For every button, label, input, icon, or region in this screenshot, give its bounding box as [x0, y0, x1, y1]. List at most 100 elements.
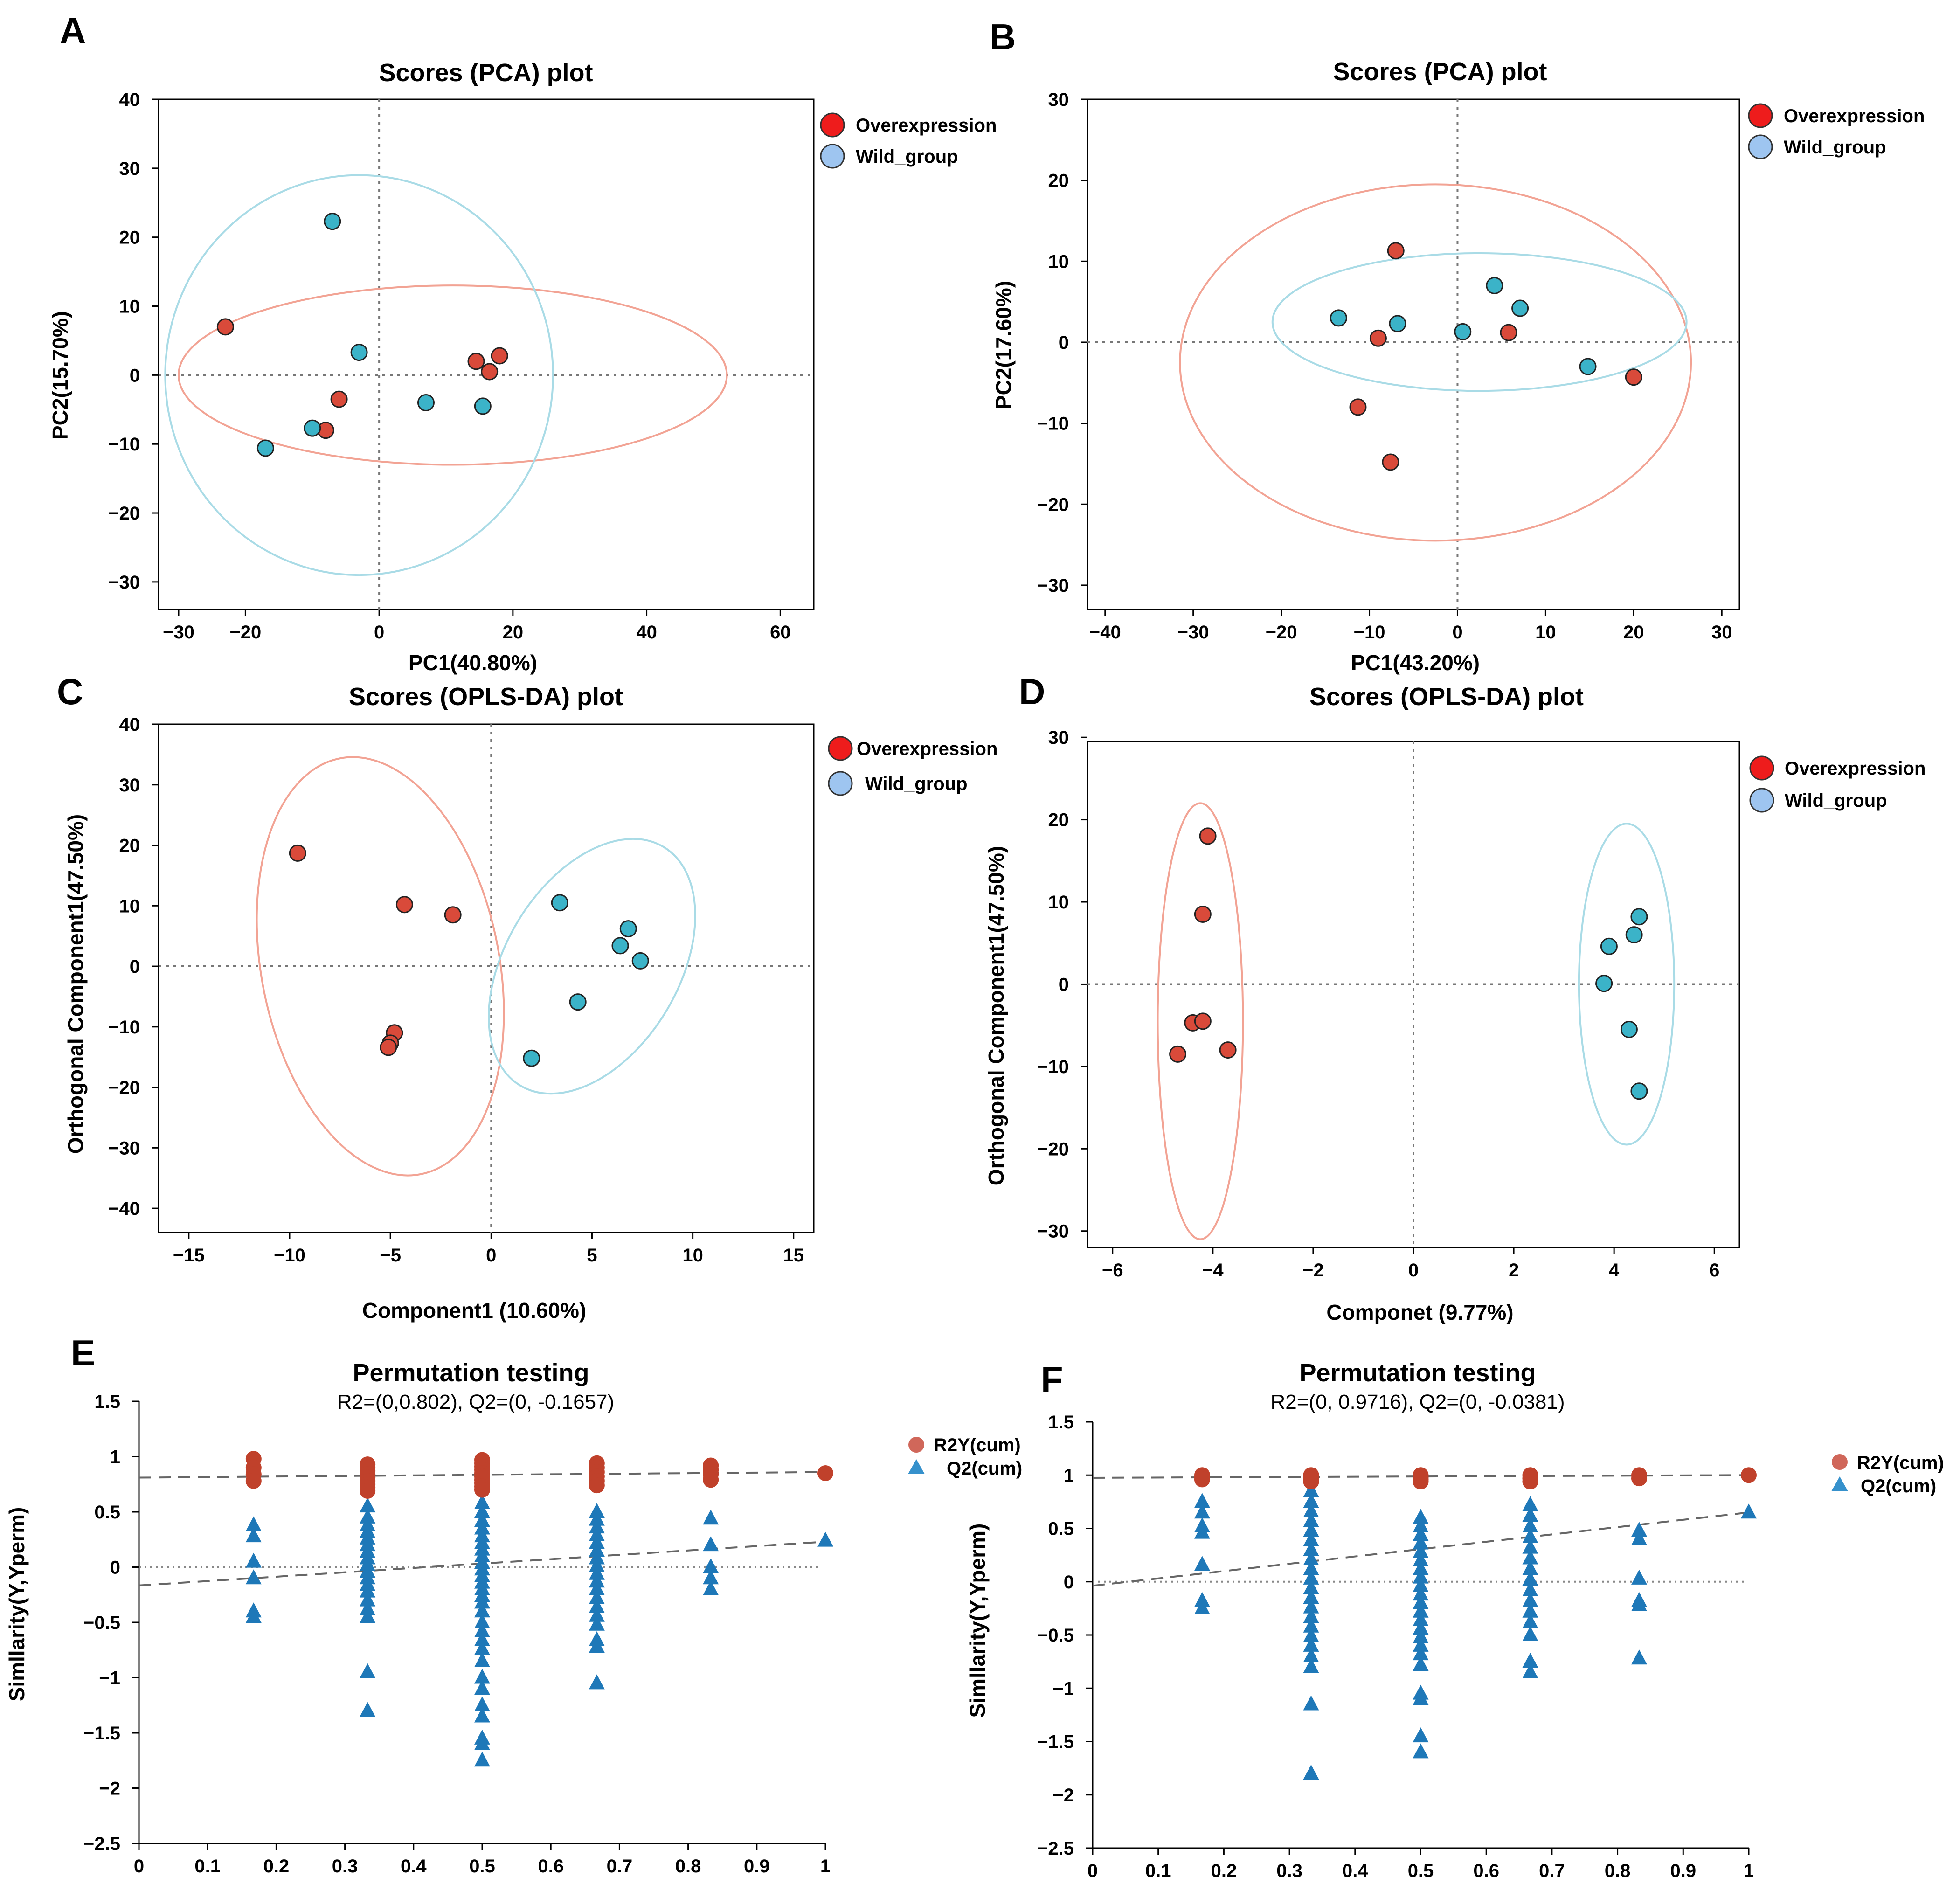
- legend-label-overexpression: Overexpression: [1784, 106, 1925, 126]
- panel-e-x-tick-label: 0.1: [194, 1856, 221, 1877]
- legend-label-r2y: R2Y(cum): [1857, 1453, 1944, 1473]
- panel-d-legend: Overexpression Wild_group: [1749, 755, 1925, 813]
- panel-d-x-tick-label: 2: [1509, 1260, 1519, 1281]
- panel-e-x-tick-label: 0.4: [401, 1856, 427, 1877]
- panel-c-point-overexpression: [444, 906, 462, 924]
- panel-e-q2-point: [703, 1569, 719, 1585]
- panel-f-q2-point: [1194, 1556, 1210, 1571]
- panel-e-y-tick-label: 1: [110, 1447, 120, 1468]
- panel-a-point-wild-group: [474, 397, 492, 415]
- panel-e-y-tick-label: 0.5: [94, 1502, 120, 1523]
- panel-f-q2-point: [1413, 1645, 1429, 1661]
- panel-d-x-tick-label: 0: [1408, 1260, 1419, 1281]
- panel-f-q2-point: [1413, 1568, 1429, 1584]
- panel-e-q2-point: [703, 1558, 719, 1573]
- panel-f-x-tick-label: 0.1: [1145, 1861, 1171, 1881]
- panel-a-x-tick-label: 20: [503, 622, 524, 643]
- panel-f-r2y-point: [1413, 1473, 1429, 1489]
- panel-f-r2y-point: [1741, 1467, 1757, 1483]
- panel-a-y-tick-label: 20: [119, 228, 140, 248]
- panel-e-q2-point: [703, 1536, 719, 1552]
- panel-d-point-overexpression: [1219, 1041, 1237, 1059]
- panel-b-point-wild-group: [1579, 358, 1597, 375]
- panel-f-q2-point: [1303, 1589, 1319, 1604]
- panel-e-y-tick-label: −1: [99, 1668, 120, 1689]
- panel-c-y-label: Orthogonal Component1(47.50%): [63, 814, 88, 1154]
- panel-d-x-label: Componet (9.77%): [1326, 1300, 1513, 1324]
- panel-f-q2-point: [1303, 1598, 1319, 1614]
- panel-a-y-tick-label: 30: [119, 159, 140, 179]
- panel-d-x-tick-label: −2: [1302, 1260, 1324, 1281]
- panel-c-y-tick-label: −20: [108, 1078, 140, 1098]
- panel-a-y-tick-label: 40: [119, 90, 140, 110]
- legend-marker-q2: [908, 1459, 925, 1474]
- panel-e-q2-point: [245, 1552, 262, 1568]
- panel-f-q2-point: [1194, 1524, 1210, 1539]
- panel-f-q2-point: [1194, 1503, 1210, 1519]
- panel-f-q2-point: [1522, 1571, 1538, 1586]
- panel-f-q2-point: [1413, 1602, 1429, 1618]
- panel-f-q2-point: [1413, 1655, 1429, 1671]
- panel-f-y-tick-label: −1.5: [1037, 1732, 1074, 1752]
- panel-f-q2-point: [1741, 1503, 1757, 1519]
- legend-label-overexpression: Overexpression: [857, 739, 997, 759]
- panel-a-y-tick-label: 0: [130, 365, 140, 386]
- panel-a-x-tick-label: −20: [229, 622, 261, 643]
- panel-f-y-label: Simllarity(Y,Yperm): [965, 1524, 990, 1718]
- panel-b-point-overexpression: [1625, 368, 1642, 386]
- panel-e-q2-point: [474, 1494, 490, 1510]
- panel-f-q2-point: [1522, 1663, 1538, 1678]
- panel-c-x-tick-label: 0: [486, 1245, 496, 1266]
- panel-f-q2-point: [1303, 1493, 1319, 1508]
- panel-f-q2-point: [1522, 1517, 1538, 1532]
- panel-a-frame: [158, 98, 815, 610]
- panel-e-x-tick-label: 0.7: [607, 1856, 633, 1877]
- panel-f-q2-point: [1413, 1534, 1429, 1550]
- panel-b-x-tick-label: −10: [1354, 622, 1385, 643]
- panel-f-q2-point: [1303, 1550, 1319, 1565]
- panel-d-y-tick-label: 20: [1048, 810, 1069, 831]
- panel-c-plot-area: −15 −10 −5 0 5 10 15 40 30 20 10 0 −10 −20 −30 −40: [108, 714, 815, 1266]
- panel-e-q2-point: [474, 1614, 490, 1628]
- panel-e-q2-point: [589, 1638, 605, 1653]
- panel-d-y-tick-label: −30: [1037, 1221, 1069, 1242]
- panel-e-q2-point: [245, 1527, 262, 1543]
- panel-d-x-tick-label: 6: [1709, 1260, 1719, 1281]
- panel-c-confidence-ellipse-wild-group: [488, 838, 696, 1095]
- panel-f-x-tick-label: 0.9: [1670, 1861, 1696, 1881]
- panel-e-r2y-point: [474, 1482, 490, 1498]
- legend-label-r2y: R2Y(cum): [934, 1435, 1021, 1455]
- panel-e-q2-point: [245, 1516, 262, 1531]
- panel-f-q2-point: [1303, 1636, 1319, 1652]
- panel-a-legend: Overexpression Wild_group: [820, 112, 997, 169]
- legend-marker-wild-group: [820, 144, 845, 169]
- panel-d-y-tick-label: 0: [1059, 974, 1069, 995]
- panel-d-x-tick-label: −6: [1102, 1260, 1123, 1281]
- panel-d-x-tick-label: 4: [1609, 1260, 1620, 1281]
- panel-c-y-tick-label: 10: [119, 896, 140, 916]
- panel-e-x-tick-label: 0.8: [675, 1856, 701, 1877]
- panel-e-y-tick-label: −2.5: [83, 1834, 120, 1854]
- panel-f-q2-point: [1631, 1530, 1648, 1545]
- panel-d-point-overexpression: [1194, 905, 1212, 923]
- panel-b-plot-area: −40 −30 −20 −10 0 10 20 30 30 20 10 0 −10 −20 −30: [1037, 90, 1740, 643]
- panel-e-q2-point: [589, 1607, 605, 1622]
- panel-e-x-tick-label: 0.3: [332, 1856, 358, 1877]
- panel-f-q2-point: [1303, 1617, 1319, 1633]
- panel-c-x-tick-label: −5: [380, 1245, 401, 1266]
- panel-b-point-overexpression: [1349, 398, 1367, 416]
- panel-e-q2-point: [474, 1652, 490, 1667]
- panel-e-y-tick-label: −0.5: [83, 1613, 120, 1633]
- panel-e-y-tick-label: 1.5: [94, 1392, 120, 1412]
- panel-f-r2y-point: [1194, 1471, 1210, 1488]
- panel-a-point-overexpression: [481, 363, 499, 381]
- panel-d-y-tick-label: −10: [1037, 1057, 1069, 1077]
- panel-f-q2-point: [1522, 1496, 1538, 1511]
- panel-f-r2y-point: [1522, 1473, 1538, 1489]
- panel-f-q2-point: [1413, 1636, 1429, 1652]
- panel-e-q2-point: [245, 1569, 262, 1585]
- panel-e-plot-area: 0 0.1 0.2 0.3 0.4 0.5 0.6 0.7 0.8 0.9 1 1.5 1 0.5 0 −0.…: [83, 1392, 833, 1877]
- panel-e-q2-point: [245, 1608, 262, 1623]
- panel-c-y-tick-label: 40: [119, 714, 140, 735]
- panel-c-point-overexpression: [289, 844, 306, 862]
